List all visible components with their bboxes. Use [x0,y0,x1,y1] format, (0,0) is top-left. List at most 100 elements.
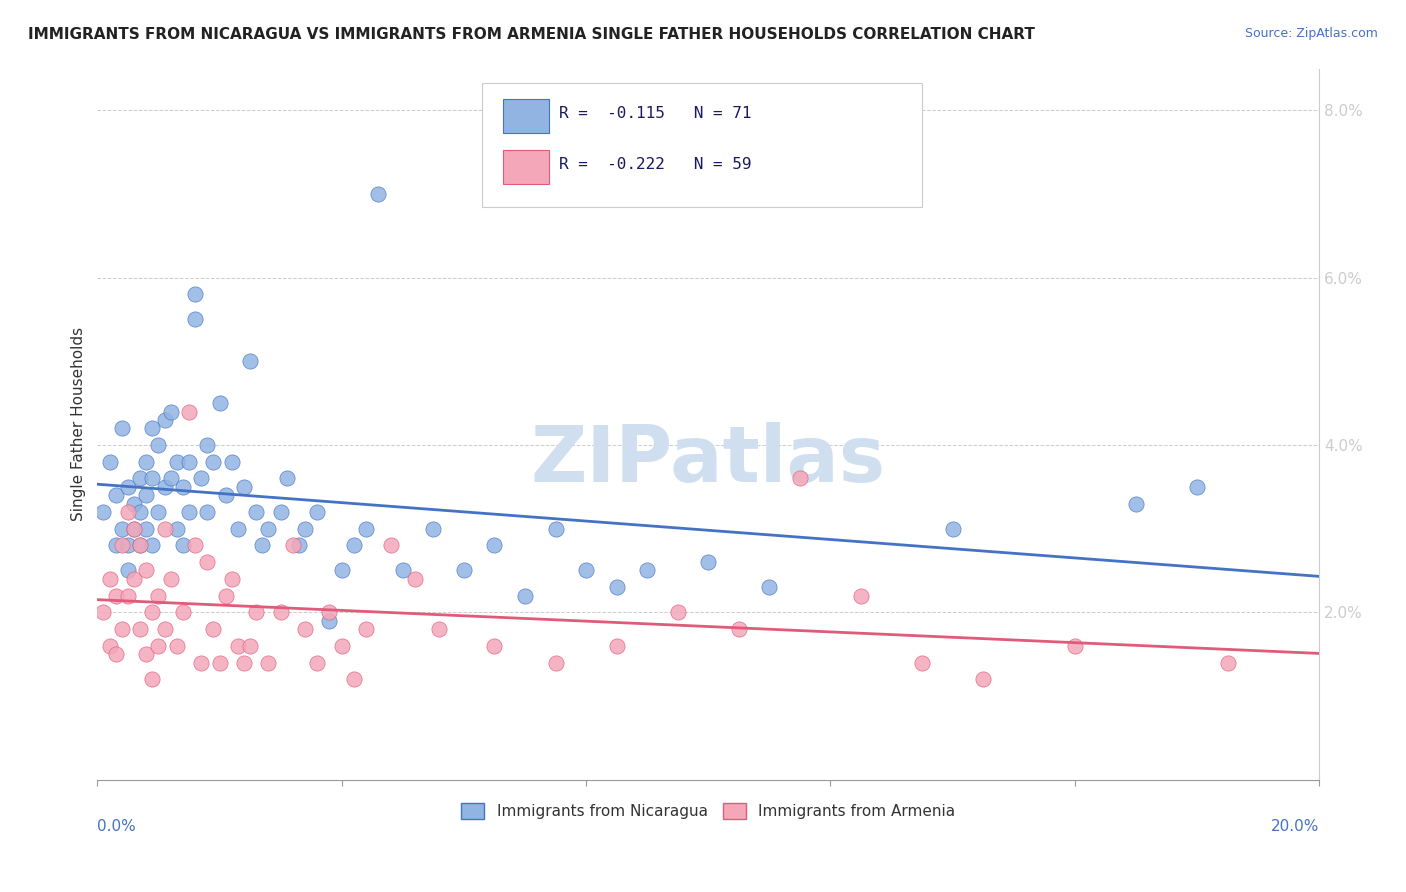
Point [122,497,145,511]
Point [148,438,170,452]
Point [942,522,965,536]
Point [93,505,115,519]
Point [98,572,121,586]
Point [141,421,163,435]
Point [135,488,157,502]
Point [135,564,157,578]
Point [343,672,366,686]
Point [166,455,188,469]
Point [135,522,157,536]
Point [177,455,200,469]
Point [104,589,127,603]
Point [129,471,152,485]
Point [354,522,377,536]
Point [117,538,139,552]
Point [257,656,280,670]
Point [214,488,236,502]
Point [172,480,194,494]
Point [330,639,353,653]
Point [1185,480,1208,494]
Point [202,455,225,469]
Point [239,354,262,368]
Point [606,639,628,653]
Point [153,622,176,636]
Point [184,287,207,301]
Point [391,564,413,578]
Point [544,656,567,670]
Point [141,605,163,619]
Point [117,505,139,519]
FancyBboxPatch shape [482,83,922,207]
Y-axis label: Single Father Households: Single Father Households [72,327,86,521]
Point [758,580,780,594]
Point [239,639,262,653]
FancyBboxPatch shape [503,99,550,133]
Point [98,455,121,469]
Point [270,505,292,519]
Legend: Immigrants from Nicaragua, Immigrants from Armenia: Immigrants from Nicaragua, Immigrants fr… [456,797,962,825]
Point [129,505,152,519]
Point [1216,656,1239,670]
Text: R =  -0.222   N = 59: R = -0.222 N = 59 [560,157,752,172]
Point [172,605,194,619]
Point [354,622,377,636]
Point [270,605,292,619]
Point [849,589,872,603]
Point [148,639,170,653]
Point [257,522,280,536]
Point [318,605,340,619]
Point [195,555,218,569]
Point [148,505,170,519]
Point [422,522,444,536]
Point [129,538,152,552]
Point [117,564,139,578]
Point [281,538,304,552]
Point [221,572,243,586]
Point [245,605,267,619]
Point [141,471,163,485]
Point [159,471,181,485]
Point [117,589,139,603]
Point [122,522,145,536]
Point [453,564,475,578]
Point [294,522,316,536]
Point [111,421,134,435]
Point [195,438,218,452]
Point [727,622,749,636]
Point [221,455,243,469]
Point [233,480,256,494]
Point [307,656,329,670]
Point [208,656,231,670]
Point [208,396,231,410]
Point [429,622,451,636]
Point [343,538,366,552]
Point [190,656,212,670]
Point [153,522,176,536]
Point [484,639,506,653]
Point [911,656,934,670]
Point [122,522,145,536]
Point [117,480,139,494]
Point [544,522,567,536]
Point [177,505,200,519]
Point [276,471,298,485]
Point [184,538,207,552]
Point [288,538,311,552]
Point [214,589,236,603]
Point [606,580,628,594]
Point [159,404,181,418]
Point [636,564,658,578]
Point [1063,639,1085,653]
Point [404,572,426,586]
Point [202,622,225,636]
Point [195,505,218,519]
Point [318,614,340,628]
Point [153,480,176,494]
Point [129,538,152,552]
Point [294,622,316,636]
Point [98,639,121,653]
Point [104,647,127,661]
Point [233,656,256,670]
Text: ZIPatlas: ZIPatlas [530,422,886,498]
Point [135,647,157,661]
